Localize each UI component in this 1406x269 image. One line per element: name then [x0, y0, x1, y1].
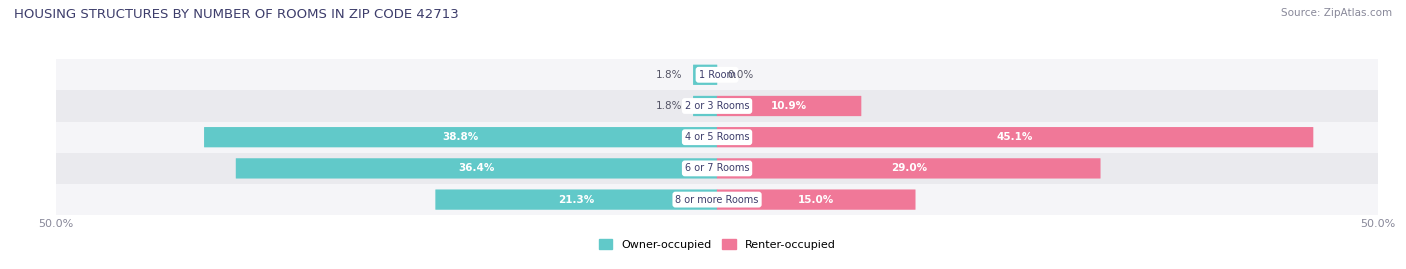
- FancyBboxPatch shape: [693, 96, 717, 116]
- Bar: [56, 184, 1378, 215]
- Text: Source: ZipAtlas.com: Source: ZipAtlas.com: [1281, 8, 1392, 18]
- Text: 1.8%: 1.8%: [657, 70, 683, 80]
- Bar: [56, 122, 1378, 153]
- Text: 15.0%: 15.0%: [799, 194, 834, 205]
- FancyBboxPatch shape: [717, 96, 862, 116]
- FancyBboxPatch shape: [436, 189, 717, 210]
- Text: 2 or 3 Rooms: 2 or 3 Rooms: [685, 101, 749, 111]
- Text: 4 or 5 Rooms: 4 or 5 Rooms: [685, 132, 749, 142]
- Text: 10.9%: 10.9%: [770, 101, 807, 111]
- FancyBboxPatch shape: [236, 158, 717, 179]
- Text: 0.0%: 0.0%: [728, 70, 754, 80]
- FancyBboxPatch shape: [204, 127, 717, 147]
- Text: 21.3%: 21.3%: [558, 194, 595, 205]
- FancyBboxPatch shape: [693, 65, 717, 85]
- Text: 36.4%: 36.4%: [458, 163, 495, 174]
- Text: 6 or 7 Rooms: 6 or 7 Rooms: [685, 163, 749, 174]
- FancyBboxPatch shape: [717, 127, 1313, 147]
- Text: 1 Room: 1 Room: [699, 70, 735, 80]
- Text: 45.1%: 45.1%: [997, 132, 1033, 142]
- Text: 29.0%: 29.0%: [890, 163, 927, 174]
- Legend: Owner-occupied, Renter-occupied: Owner-occupied, Renter-occupied: [599, 239, 835, 250]
- Bar: [56, 59, 1378, 90]
- Text: 38.8%: 38.8%: [443, 132, 479, 142]
- Bar: [56, 90, 1378, 122]
- Text: HOUSING STRUCTURES BY NUMBER OF ROOMS IN ZIP CODE 42713: HOUSING STRUCTURES BY NUMBER OF ROOMS IN…: [14, 8, 458, 21]
- FancyBboxPatch shape: [717, 158, 1101, 179]
- Bar: [56, 153, 1378, 184]
- Text: 1.8%: 1.8%: [657, 101, 683, 111]
- FancyBboxPatch shape: [717, 189, 915, 210]
- Text: 8 or more Rooms: 8 or more Rooms: [675, 194, 759, 205]
